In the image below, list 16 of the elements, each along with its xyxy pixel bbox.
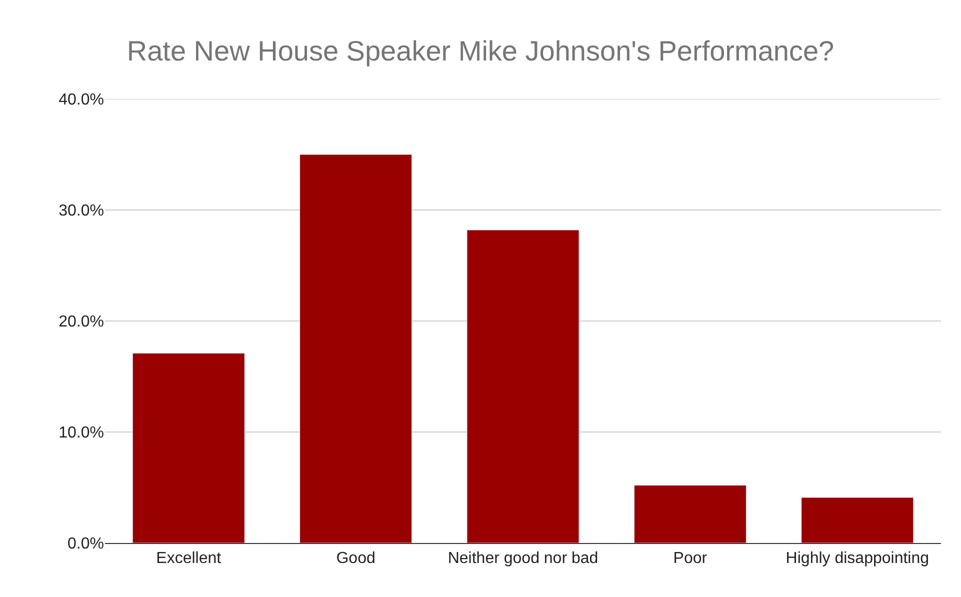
bar [634,485,746,543]
y-tick-label: 30.0% [58,202,104,220]
x-tick-label: Good [336,550,376,568]
x-tick-label: Highly disappointing [786,550,929,568]
x-tick-label: Excellent [156,550,222,568]
bar [300,154,412,543]
x-tick-label: Poor [673,550,708,568]
y-tick-label: 10.0% [58,424,104,442]
y-tick-label: 0.0% [68,536,104,553]
y-tick-label: 20.0% [58,314,104,331]
bar [801,497,914,543]
x-tick-label: Neither good nor bad [448,550,598,568]
bar [466,230,580,543]
chart-title: Rate New House Speaker Mike Johnson's Performance? [126,36,834,67]
bar [132,352,245,543]
y-tick-label: 40.0% [58,92,104,109]
